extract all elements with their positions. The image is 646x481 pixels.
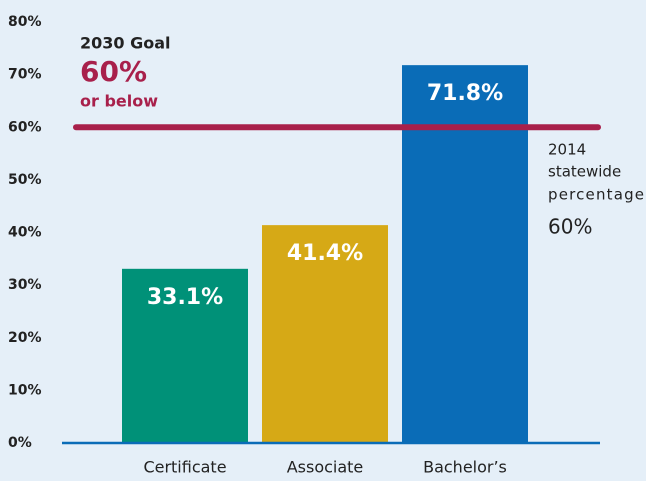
- y-tick-label: 70%: [8, 67, 42, 83]
- value-label: 41.4%: [287, 241, 363, 266]
- x-tick-label: Certificate: [143, 458, 226, 477]
- statewide-annotation: 60%: [548, 215, 592, 239]
- statewide-annotation: 2014: [548, 141, 586, 159]
- bar: [122, 268, 248, 443]
- y-tick-label: 60%: [8, 119, 42, 135]
- y-tick-label: 0%: [8, 435, 32, 451]
- y-tick-label: 10%: [8, 382, 42, 398]
- y-tick-label: 40%: [8, 225, 42, 241]
- goal-annotation: 60%: [80, 55, 147, 88]
- bar: [402, 65, 528, 443]
- statewide-annotation: percentage: [548, 186, 644, 204]
- y-tick-label: 20%: [8, 330, 42, 346]
- y-tick-label: 30%: [8, 277, 42, 293]
- x-tick-label: Associate: [287, 458, 364, 477]
- y-tick-label: 50%: [8, 172, 42, 188]
- goal-annotation: 2030 Goal: [80, 34, 171, 53]
- statewide-annotation: statewide: [548, 163, 621, 181]
- x-tick-label: Bachelor’s: [423, 458, 507, 477]
- bar: [262, 225, 388, 443]
- y-tick-label: 80%: [8, 14, 42, 30]
- goal-annotation: or below: [80, 92, 158, 111]
- value-label: 71.8%: [427, 81, 503, 106]
- value-label: 33.1%: [147, 285, 223, 310]
